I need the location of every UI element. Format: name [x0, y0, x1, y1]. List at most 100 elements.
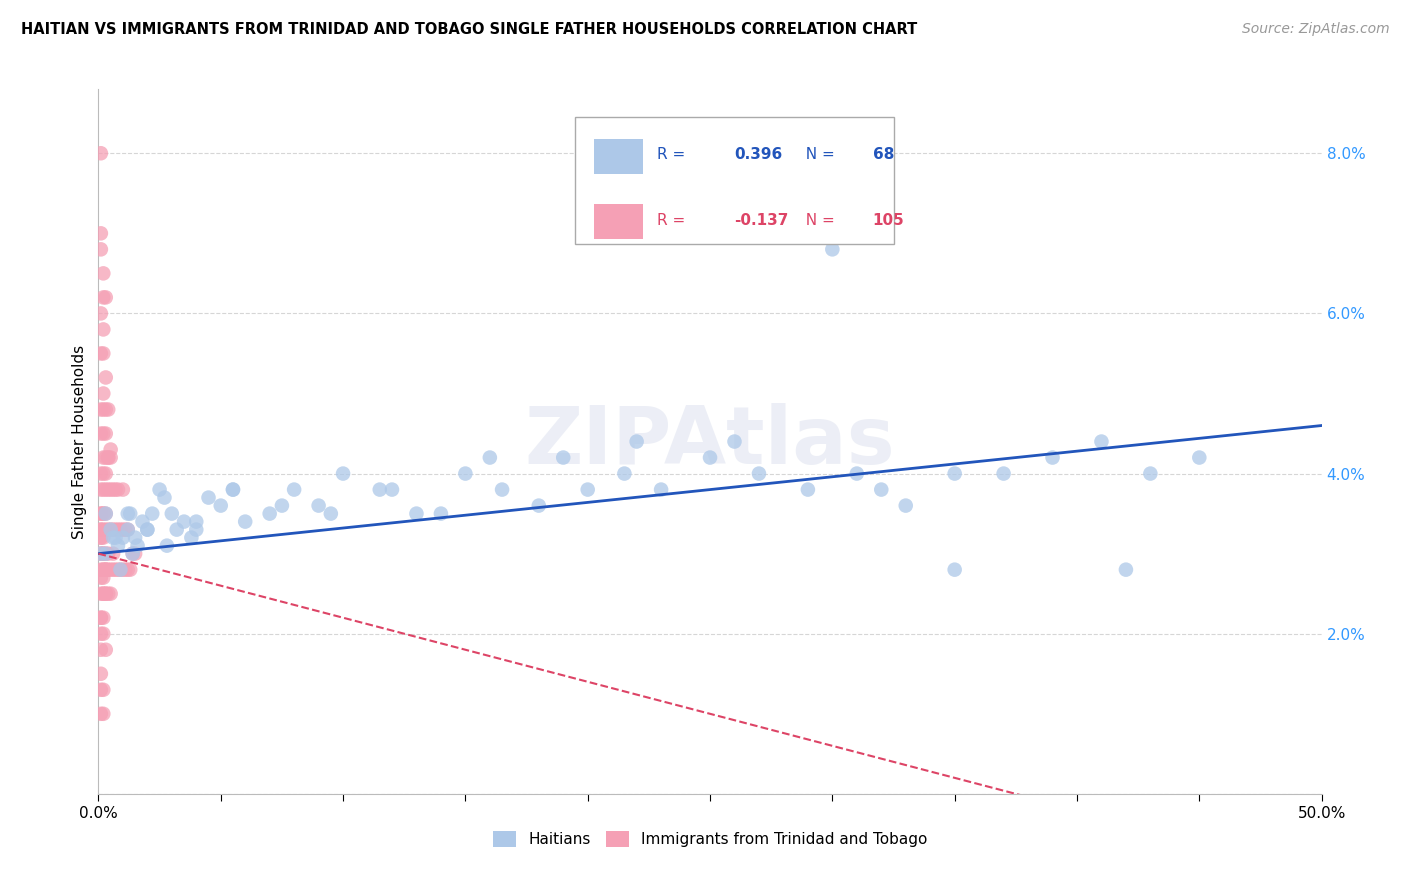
Point — [100, 523, 122, 537]
Point — [97, 523, 120, 537]
Point — [117, 507, 139, 521]
Y-axis label: Single Father Households: Single Father Households — [72, 344, 87, 539]
Point — [100, 483, 122, 497]
Point — [91, 610, 114, 624]
Point — [90, 507, 112, 521]
Point — [90, 587, 112, 601]
Point — [91, 402, 114, 417]
Point — [94, 563, 117, 577]
Point — [270, 499, 294, 513]
Point — [114, 563, 136, 577]
Point — [94, 402, 117, 417]
Point — [90, 346, 112, 360]
Point — [160, 507, 183, 521]
Point — [107, 563, 129, 577]
Point — [121, 547, 143, 561]
Point — [97, 450, 120, 465]
Point — [91, 626, 114, 640]
Point — [381, 483, 404, 497]
Point — [91, 587, 114, 601]
Point — [121, 547, 143, 561]
Point — [94, 587, 117, 601]
Point — [894, 499, 917, 513]
Point — [97, 547, 120, 561]
Point — [90, 426, 112, 441]
Bar — [593, 138, 643, 174]
Point — [94, 370, 117, 384]
Point — [111, 523, 134, 537]
Point — [90, 642, 112, 657]
Point — [100, 450, 122, 465]
Point — [120, 507, 142, 521]
Point — [90, 531, 112, 545]
Point — [91, 290, 114, 304]
Text: 105: 105 — [873, 213, 904, 227]
Point — [101, 563, 124, 577]
Point — [91, 531, 114, 545]
Point — [110, 523, 132, 537]
Point — [91, 563, 114, 577]
Point — [845, 467, 868, 481]
Point — [91, 483, 114, 497]
Point — [90, 523, 112, 537]
Point — [943, 467, 966, 481]
Point — [117, 523, 139, 537]
Point — [259, 507, 281, 521]
Point — [1042, 450, 1064, 465]
Point — [332, 467, 354, 481]
Point — [104, 531, 127, 545]
Point — [576, 483, 599, 497]
Point — [553, 450, 575, 465]
Point — [90, 507, 112, 521]
Point — [91, 322, 114, 336]
Point — [107, 483, 129, 497]
Text: ZIPAtlas: ZIPAtlas — [524, 402, 896, 481]
Point — [723, 434, 745, 449]
Point — [527, 499, 550, 513]
Point — [405, 507, 427, 521]
Point — [94, 507, 117, 521]
Point — [90, 706, 112, 721]
Point — [943, 563, 966, 577]
Point — [993, 467, 1015, 481]
Point — [97, 450, 120, 465]
Text: N =: N = — [796, 213, 839, 227]
Point — [454, 467, 477, 481]
Point — [91, 426, 114, 441]
Point — [117, 523, 139, 537]
Point — [90, 547, 112, 561]
Point — [613, 467, 636, 481]
Point — [94, 467, 117, 481]
Point — [94, 426, 117, 441]
Point — [650, 483, 672, 497]
Point — [90, 626, 112, 640]
Point — [1188, 450, 1211, 465]
Point — [111, 531, 134, 545]
Text: -0.137: -0.137 — [734, 213, 789, 227]
Point — [124, 547, 146, 561]
Point — [131, 515, 153, 529]
Point — [233, 515, 256, 529]
Point — [90, 467, 112, 481]
Point — [101, 531, 124, 545]
Bar — [593, 204, 643, 239]
Point — [91, 706, 114, 721]
Point — [100, 523, 122, 537]
Point — [91, 523, 114, 537]
Point — [104, 523, 127, 537]
Point — [90, 610, 112, 624]
Point — [90, 571, 112, 585]
Point — [94, 587, 117, 601]
Point — [91, 587, 114, 601]
Point — [821, 243, 844, 257]
Point — [430, 507, 453, 521]
Point — [94, 563, 117, 577]
Point — [90, 483, 112, 497]
Point — [101, 547, 124, 561]
Point — [97, 402, 120, 417]
Point — [117, 563, 139, 577]
Point — [90, 243, 112, 257]
Point — [222, 483, 245, 497]
Point — [136, 523, 159, 537]
Point — [153, 491, 176, 505]
